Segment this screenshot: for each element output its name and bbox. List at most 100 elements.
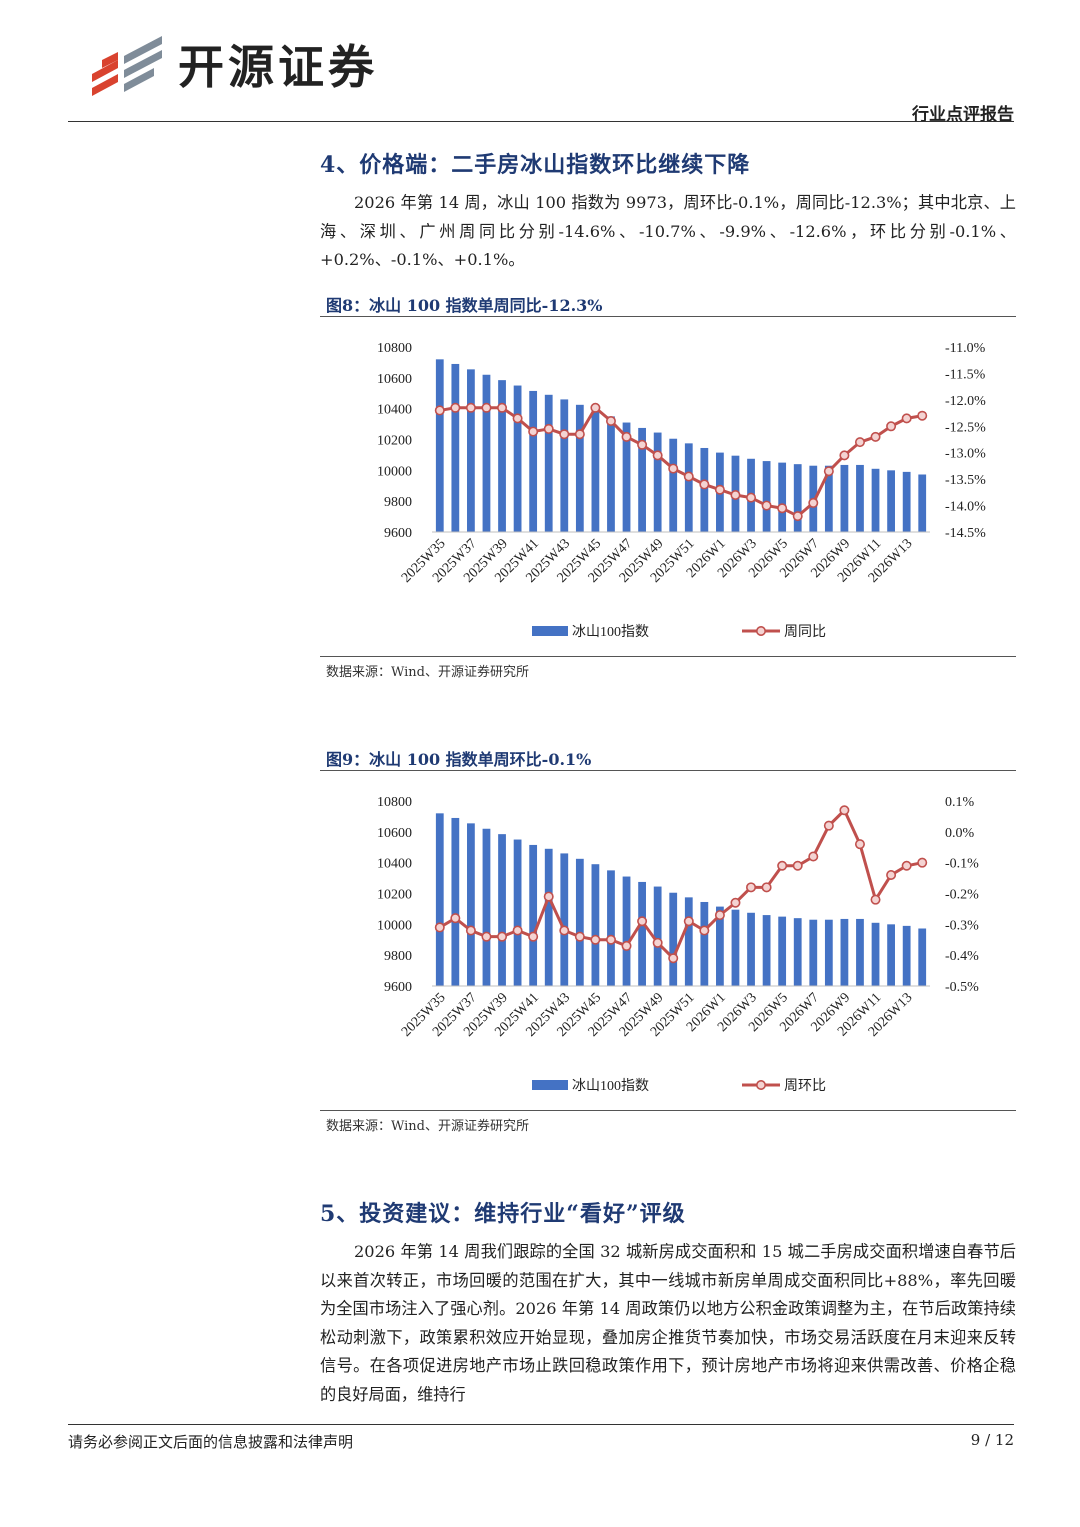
left-axis-tick-label: 10600: [377, 372, 412, 387]
left-axis-tick-label: 10000: [377, 464, 412, 479]
line-point-2025W49: [652, 450, 663, 461]
line-point-2026W11: [870, 431, 881, 442]
bar-2025W50: [669, 438, 678, 532]
line-point-2025W37: [465, 402, 476, 413]
line-point-2026W2: [730, 897, 741, 908]
line-point-2025W37: [465, 925, 476, 936]
legend-label-bar: 冰山100指数: [572, 624, 649, 640]
bar-2025W52: [700, 447, 709, 532]
bar-2025W42: [544, 848, 553, 986]
line-point-2026W10: [854, 839, 865, 850]
line-point-2026W12: [886, 421, 897, 432]
line-point-2025W47: [621, 431, 632, 442]
bar-2026W8: [824, 919, 833, 986]
right-axis-tick-label: 0.0%: [945, 826, 975, 841]
line-point-2025W38: [481, 402, 492, 413]
bar-2025W51: [684, 443, 693, 532]
right-axis-tick-label: 0.1%: [945, 795, 975, 810]
line-point-2026W9: [839, 450, 850, 461]
figure-8-top-rule: [320, 316, 1016, 317]
line-point-2025W35: [434, 922, 445, 933]
right-axis-tick-label: -14.5%: [945, 526, 986, 541]
left-axis-tick-label: 9600: [384, 980, 412, 995]
bar-2025W41: [529, 390, 538, 532]
brand-name: 开源证券: [178, 40, 378, 94]
right-axis-tick-label: -11.5%: [945, 367, 986, 382]
bar-2025W41: [529, 844, 538, 986]
line-point-2026W14: [917, 410, 928, 421]
line-point-2026W7: [808, 851, 819, 862]
bar-2026W1: [716, 906, 724, 986]
bar-2025W48: [638, 881, 646, 986]
bar-2026W6: [793, 918, 802, 986]
left-axis-tick-label: 9600: [384, 526, 412, 541]
line-point-2025W45: [590, 402, 601, 413]
figure-9-bottom-rule: [320, 1110, 1016, 1111]
line-point-2025W38: [481, 931, 492, 942]
bar-2026W4: [762, 461, 771, 532]
line-point-2025W51: [683, 916, 694, 927]
bar-2025W35: [435, 813, 444, 986]
bar-2026W9: [840, 464, 849, 532]
left-axis-tick-label: 9800: [384, 495, 412, 510]
left-axis-tick-label: 10400: [377, 403, 412, 418]
left-axis-tick-label: 10400: [377, 857, 412, 872]
bar-2026W5: [778, 916, 787, 986]
line-point-2025W48: [637, 439, 648, 450]
line-point-2025W46: [605, 934, 616, 945]
bar-2026W11: [871, 468, 880, 532]
figure-9-chart: 9600 9800 10000 10200 10400 10600 10800 -0.5% -0…: [377, 795, 979, 1094]
company-logo-icon: [92, 36, 162, 96]
line-point-2026W11: [870, 894, 881, 905]
line-point-2025W36: [450, 913, 461, 924]
line-point-2025W52: [699, 925, 710, 936]
line-point-2025W42: [543, 423, 554, 434]
left-axis-tick-label: 10800: [377, 341, 412, 356]
bar-2025W43: [560, 399, 569, 532]
bar-2025W38: [482, 374, 491, 532]
line-point-2025W42: [543, 891, 554, 902]
legend-label-line: 周同比: [784, 624, 826, 640]
bar-2025W40: [513, 839, 522, 986]
figure-8-chart: 9600 9800 10000 10200 10400 10600 10800 -14.5% -…: [377, 341, 986, 640]
line-point-2026W1: [714, 484, 725, 495]
bar-2025W37: [467, 369, 475, 532]
line-point-2026W4: [761, 882, 772, 893]
bar-2026W13: [902, 925, 911, 986]
line-point-2026W10: [854, 437, 865, 448]
bar-2025W35: [435, 359, 444, 532]
line-point-2026W3: [746, 882, 757, 893]
line-point-2026W13: [901, 413, 912, 424]
line-point-2025W50: [668, 463, 679, 474]
section-4-paragraph: 2026 年第 14 周，冰山 100 指数为 9973，周环比-0.1%，周同…: [320, 189, 1016, 275]
figure-9-title: 图9：冰山 100 指数单周环比-0.1%: [326, 750, 592, 769]
bar-2026W9: [840, 918, 849, 986]
bar-2025W45: [591, 410, 600, 532]
line-point-2025W40: [512, 413, 523, 424]
report-type: 行业点评报告: [912, 105, 1014, 125]
bar-2026W4: [762, 915, 771, 986]
right-axis-tick-label: -0.2%: [945, 888, 979, 903]
line-point-2025W36: [450, 402, 461, 413]
line-point-2026W8: [823, 466, 834, 477]
right-axis-tick-label: -0.1%: [945, 857, 979, 872]
bar-2025W52: [700, 901, 709, 986]
line-point-2026W6: [792, 511, 803, 522]
bar-2025W40: [513, 385, 522, 532]
right-axis-tick-label: -12.0%: [945, 394, 986, 409]
line-point-2025W44: [574, 429, 585, 440]
right-axis-tick-label: -13.5%: [945, 473, 986, 488]
line-point-2025W39: [497, 931, 508, 942]
figure-9-source: 数据来源：Wind、开源证券研究所: [326, 1119, 529, 1134]
right-axis-tick-label: -0.3%: [945, 918, 979, 933]
bar-2025W49: [653, 886, 662, 986]
right-axis-tick-label: -14.0%: [945, 500, 986, 515]
line-point-2025W41: [528, 426, 539, 437]
line-point-2025W50: [668, 953, 679, 964]
line-point-2026W1: [714, 910, 725, 921]
section-5-paragraph: 2026 年第 14 周我们跟踪的全国 32 城新房成交面积和 15 城二手房成…: [320, 1238, 1016, 1409]
bar-2026W13: [902, 471, 911, 532]
figure-9-top-rule: [320, 770, 1016, 771]
line-point-2026W12: [886, 870, 897, 881]
left-axis-tick-label: 10600: [377, 826, 412, 841]
